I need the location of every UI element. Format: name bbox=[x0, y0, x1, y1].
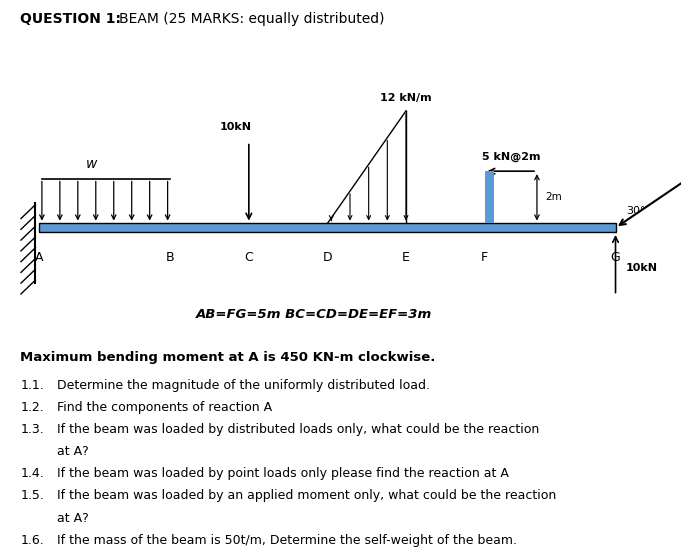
Text: B: B bbox=[166, 251, 174, 264]
Text: 30°: 30° bbox=[626, 206, 646, 216]
Text: A: A bbox=[35, 251, 44, 264]
Text: 10kN: 10kN bbox=[626, 263, 658, 273]
Text: If the beam was loaded by distributed loads only, what could be the reaction: If the beam was loaded by distributed lo… bbox=[57, 423, 539, 436]
Text: BEAM (25 MARKS: equally distributed): BEAM (25 MARKS: equally distributed) bbox=[119, 12, 385, 26]
Text: 5 kN@2m: 5 kN@2m bbox=[481, 152, 540, 162]
Text: Determine the magnitude of the uniformly distributed load.: Determine the magnitude of the uniformly… bbox=[57, 379, 430, 391]
Text: 1.2.: 1.2. bbox=[20, 401, 44, 414]
Text: 10kN: 10kN bbox=[220, 122, 252, 132]
Text: If the beam was loaded by point loads only please find the reaction at A: If the beam was loaded by point loads on… bbox=[57, 467, 509, 480]
Text: at A?: at A? bbox=[57, 445, 89, 458]
Text: 12 kN/m: 12 kN/m bbox=[380, 93, 432, 103]
Text: C: C bbox=[244, 251, 253, 264]
Text: 1.6.: 1.6. bbox=[20, 534, 44, 547]
Text: 2m: 2m bbox=[545, 192, 562, 202]
Text: w: w bbox=[86, 157, 97, 171]
Text: AB=FG=5m BC=CD=DE=EF=3m: AB=FG=5m BC=CD=DE=EF=3m bbox=[196, 308, 432, 321]
Text: F: F bbox=[481, 251, 488, 264]
Text: If the beam was loaded by an applied moment only, what could be the reaction: If the beam was loaded by an applied mom… bbox=[57, 489, 556, 503]
Text: at A?: at A? bbox=[57, 512, 89, 525]
Text: If the mass of the beam is 50t/m, Determine the self-weight of the beam.: If the mass of the beam is 50t/m, Determ… bbox=[57, 534, 517, 547]
Text: D: D bbox=[323, 251, 332, 264]
Text: E: E bbox=[402, 251, 410, 264]
Text: QUESTION 1:: QUESTION 1: bbox=[20, 12, 121, 26]
Text: Find the components of reaction A: Find the components of reaction A bbox=[57, 401, 272, 414]
Text: 1.1.: 1.1. bbox=[20, 379, 44, 391]
Bar bbox=[485, 171, 494, 224]
Text: 1.5.: 1.5. bbox=[20, 489, 44, 503]
Text: G: G bbox=[611, 251, 620, 264]
Bar bbox=[39, 224, 616, 232]
Text: Maximum bending moment at A is 450 KN-m clockwise.: Maximum bending moment at A is 450 KN-m … bbox=[20, 351, 436, 364]
Text: 1.4.: 1.4. bbox=[20, 467, 44, 480]
Text: 1.3.: 1.3. bbox=[20, 423, 44, 436]
